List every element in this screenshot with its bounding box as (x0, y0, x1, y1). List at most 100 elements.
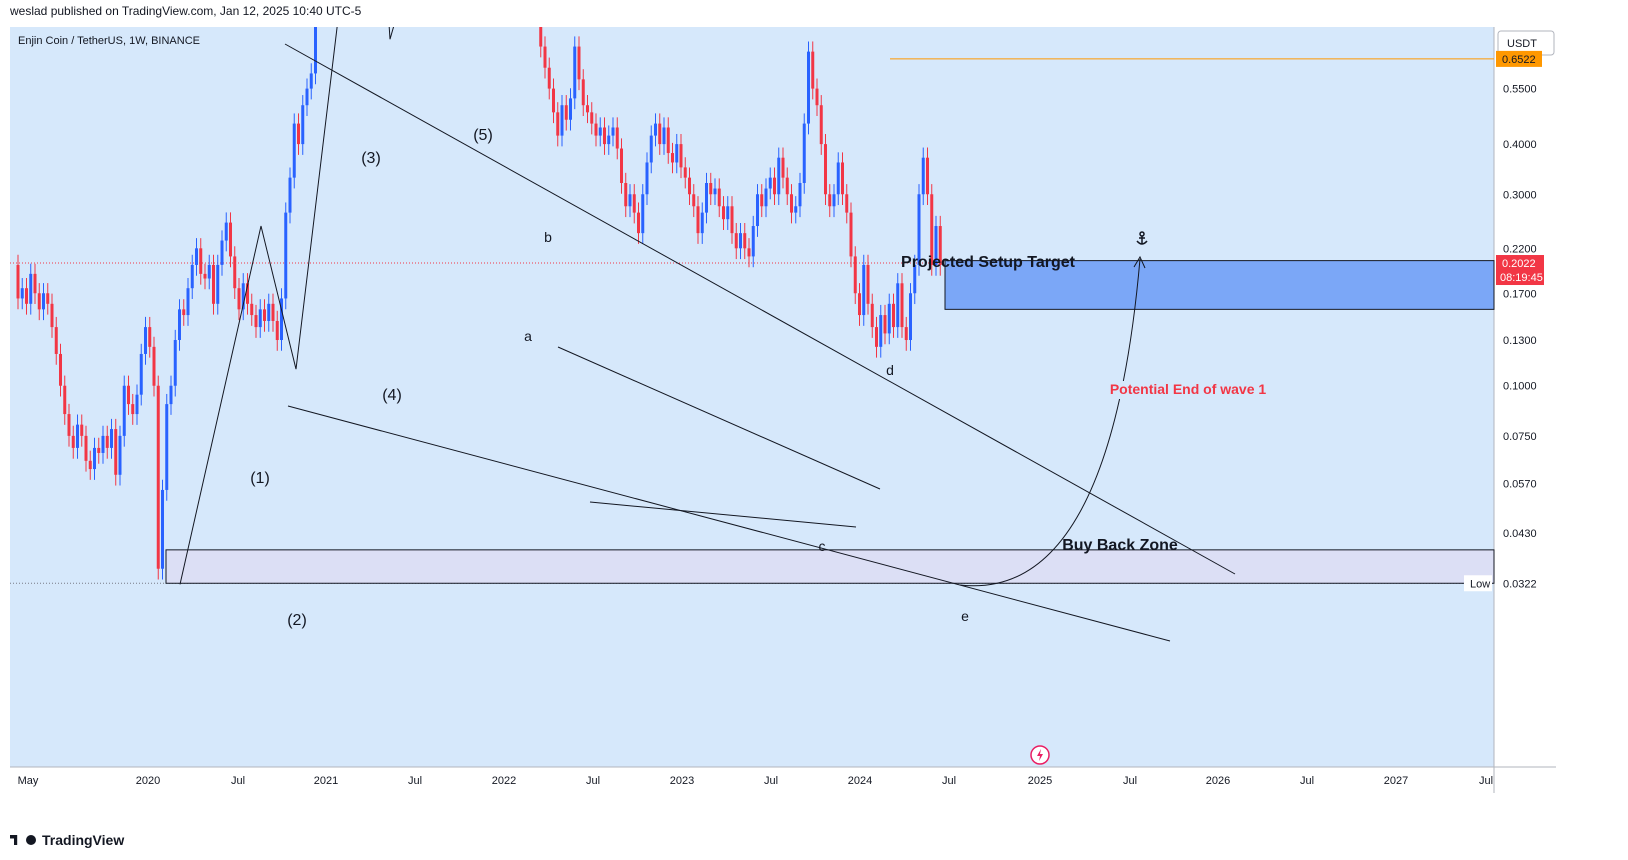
candle-body[interactable] (662, 127, 666, 145)
candle-body[interactable] (866, 264, 870, 304)
candle-body[interactable] (764, 188, 768, 207)
candle-body[interactable] (97, 447, 101, 453)
candle-body[interactable] (305, 88, 309, 106)
anchor-icon[interactable] (1136, 231, 1148, 245)
candle-body[interactable] (539, 27, 543, 47)
candle-body[interactable] (552, 88, 555, 113)
candle-body[interactable] (875, 327, 878, 347)
candle-body[interactable] (713, 188, 717, 195)
candle-body[interactable] (692, 194, 696, 207)
candle-body[interactable] (853, 256, 857, 294)
candle-body[interactable] (641, 194, 645, 234)
candle-body[interactable] (152, 346, 156, 386)
candle-body[interactable] (144, 327, 147, 354)
candle-body[interactable] (930, 194, 934, 265)
candle-body[interactable] (768, 177, 772, 189)
candle-body[interactable] (182, 309, 186, 316)
candle-body[interactable] (280, 298, 283, 341)
candle-body[interactable] (773, 177, 776, 195)
candle-body[interactable] (913, 264, 917, 294)
candle-body[interactable] (828, 194, 832, 207)
candle-body[interactable] (883, 315, 887, 334)
candle-body[interactable] (229, 222, 232, 257)
candle-body[interactable] (258, 309, 262, 328)
candle-body[interactable] (216, 264, 220, 304)
candle-body[interactable] (110, 429, 113, 448)
candle-body[interactable] (654, 123, 657, 136)
candle-body[interactable] (76, 424, 79, 448)
candle-body[interactable] (284, 212, 288, 299)
candle-body[interactable] (156, 385, 160, 569)
candle-body[interactable] (675, 144, 679, 163)
candle-body[interactable] (314, 27, 317, 74)
candle-body[interactable] (938, 226, 942, 265)
candle-body[interactable] (620, 148, 623, 184)
candle-body[interactable] (603, 127, 606, 145)
candle-body[interactable] (241, 283, 245, 310)
projection-curve[interactable] (959, 258, 1141, 587)
candle-body[interactable] (819, 105, 823, 145)
candle-body[interactable] (722, 206, 725, 220)
candle-body[interactable] (573, 46, 577, 99)
candle-body[interactable] (717, 188, 721, 207)
candle-body[interactable] (845, 194, 849, 213)
candle-body[interactable] (909, 293, 912, 341)
candle-body[interactable] (173, 340, 177, 386)
candle-body[interactable] (917, 194, 921, 265)
candle-body[interactable] (751, 226, 755, 257)
candle-body[interactable] (84, 435, 88, 461)
candle-body[interactable] (233, 256, 237, 289)
candle-body[interactable] (114, 429, 118, 475)
candle-body[interactable] (743, 233, 747, 249)
candle-body[interactable] (292, 123, 296, 178)
candle-body[interactable] (186, 288, 190, 316)
inner-channel-lower-line[interactable] (589, 501, 857, 528)
candle-body[interactable] (666, 127, 670, 154)
candle-body[interactable] (811, 51, 815, 89)
candle-body[interactable] (42, 293, 45, 310)
candle-body[interactable] (785, 177, 789, 195)
candle-body[interactable] (297, 123, 300, 145)
candle-body[interactable] (705, 183, 708, 213)
candle-body[interactable] (250, 303, 254, 316)
candle-body[interactable] (543, 46, 547, 68)
candle-body[interactable] (50, 303, 54, 328)
candle-body[interactable] (25, 288, 28, 304)
candle-body[interactable] (105, 435, 109, 448)
candle-body[interactable] (547, 67, 551, 89)
candle-body[interactable] (637, 212, 640, 234)
candle-body[interactable] (862, 264, 866, 316)
candle-body[interactable] (832, 194, 836, 207)
candle-body[interactable] (900, 283, 904, 328)
candle-body[interactable] (67, 414, 71, 436)
candle-body[interactable] (628, 194, 632, 207)
candle-body[interactable] (794, 206, 798, 213)
candle-body[interactable] (29, 273, 33, 304)
candle-body[interactable] (203, 273, 207, 279)
lightning-icon[interactable] (1030, 745, 1050, 765)
candle-body[interactable] (148, 327, 152, 347)
candle-body[interactable] (739, 233, 742, 249)
candle-body[interactable] (20, 288, 24, 299)
candle-body[interactable] (781, 157, 785, 178)
candle-body[interactable] (700, 212, 704, 234)
candle-body[interactable] (169, 385, 173, 405)
candle-body[interactable] (645, 162, 649, 195)
candle-body[interactable] (569, 98, 572, 120)
candle-body[interactable] (760, 194, 764, 207)
candle-body[interactable] (598, 127, 602, 136)
candle-body[interactable] (246, 283, 249, 304)
candle-body[interactable] (135, 394, 139, 415)
candle-body[interactable] (271, 303, 275, 321)
candle-body[interactable] (824, 144, 827, 195)
candle-body[interactable] (841, 162, 844, 195)
candle-body[interactable] (63, 385, 67, 415)
candle-body[interactable] (594, 123, 598, 136)
candle-body[interactable] (586, 105, 589, 113)
candle-body[interactable] (220, 240, 224, 265)
candle-body[interactable] (879, 315, 883, 347)
candle-body[interactable] (849, 212, 853, 257)
candle-body[interactable] (649, 135, 653, 163)
candle-body[interactable] (607, 135, 611, 145)
candle-body[interactable] (564, 105, 568, 120)
